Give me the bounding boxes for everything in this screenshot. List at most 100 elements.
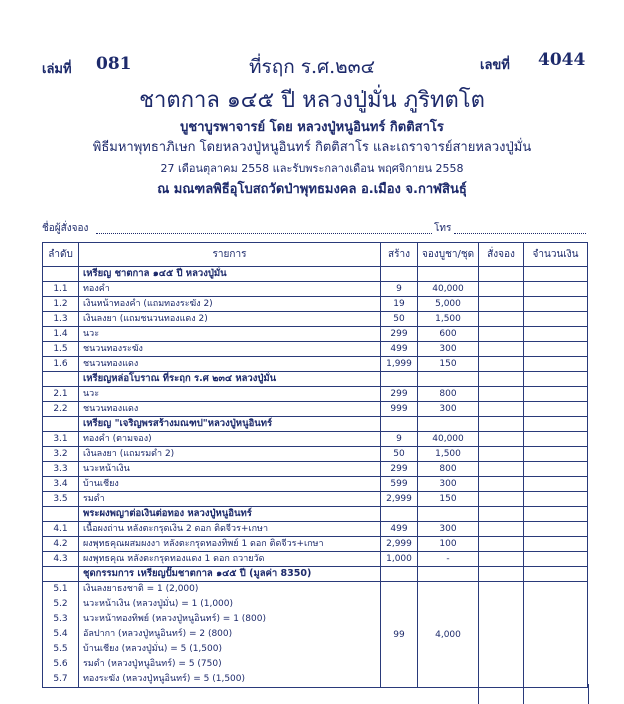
title-line-2: ชาตกาล ๑๔๕ ปี หลวงปู่มั่น ภูริทตโต	[139, 88, 485, 113]
amount-cell[interactable]	[523, 311, 588, 327]
order-quantity-cell[interactable]	[478, 521, 524, 537]
row-price: 1,500	[417, 311, 479, 327]
table-row: 1.6 ชนวนทองแดง 1,999 150	[42, 356, 588, 372]
row-price: 800	[417, 386, 479, 402]
amount-cell[interactable]	[523, 416, 588, 432]
set-price: 4,000	[417, 581, 479, 688]
section-title: เหรียญ "เจริญพรสร้างมณฑป"หลวงปู่หนูอินทร…	[78, 416, 381, 432]
table-row: 4.1 เนื้อผงถ่าน หลังตะกรุดเงิน 2 ดอก ติดจ…	[42, 521, 588, 537]
set-item-numbers: 5.1 5.2 5.3 5.4 5.5 5.6 5.7	[42, 581, 79, 688]
table-row: 3.3 นวะหน้าเงิน 299 800	[42, 461, 588, 477]
title-line-1: ที่รฤก ร.ศ.๒๓๔	[248, 56, 375, 78]
order-quantity-cell[interactable]	[478, 461, 524, 477]
row-made: 1,999	[380, 356, 418, 372]
section-title: ชุดกรรมการ เหรียญปั๊มชาตกาล ๑๔๕ ปี (มูลค…	[78, 566, 381, 582]
amount-cell[interactable]	[523, 401, 588, 417]
table-row: 1.2 เงินหน้าทองคำ (แถมทองระฆัง 2) 19 5,000	[42, 296, 588, 312]
col-header-made: สร้าง	[380, 242, 418, 267]
set-item-no: 5.2	[53, 599, 68, 609]
table-row: 4.3 ผงพุทธคุณ หลังตะกรุดทองแดง 1 ดอก ถวาย…	[42, 551, 588, 567]
amount-cell[interactable]	[523, 296, 588, 312]
amount-cell[interactable]	[523, 521, 588, 537]
order-quantity-cell[interactable]	[478, 536, 524, 552]
amount-cell[interactable]	[523, 536, 588, 552]
table-header-row: ลำดับ รายการ สร้าง จองบูชา/ชุด สั่งจอง จ…	[42, 242, 588, 267]
order-quantity-cell[interactable]	[478, 341, 524, 357]
table-row: 3.4 บ้านเชียง 599 300	[42, 476, 588, 492]
row-no: 2.2	[42, 401, 79, 417]
phone-field[interactable]	[454, 233, 586, 234]
row-made: 299	[380, 326, 418, 342]
amount-cell[interactable]	[523, 326, 588, 342]
row-no: 4.1	[42, 521, 79, 537]
order-quantity-cell[interactable]	[478, 356, 524, 372]
amount-cell[interactable]	[523, 446, 588, 462]
amount-cell[interactable]	[523, 461, 588, 477]
amount-cell[interactable]	[523, 551, 588, 567]
row-price: 40,000	[417, 431, 479, 447]
section-no	[42, 566, 79, 582]
amount-cell[interactable]	[523, 476, 588, 492]
section-made	[380, 416, 418, 432]
amount-cell[interactable]	[523, 341, 588, 357]
order-cell[interactable]	[478, 506, 524, 522]
amount-cell[interactable]	[523, 491, 588, 507]
table-row: 2.2 ชนวนทองแดง 999 300	[42, 401, 588, 417]
section-no	[42, 266, 79, 282]
set-item-label: ทองระฆัง (หลวงปู่หนูอินทร์) = 5 (1,500)	[83, 674, 246, 684]
row-no: 1.6	[42, 356, 79, 372]
order-quantity-cell[interactable]	[478, 431, 524, 447]
row-item: ชนวนทองแดง	[78, 356, 381, 372]
amount-cell[interactable]	[523, 581, 588, 688]
amount-cell[interactable]	[523, 386, 588, 402]
row-price: 300	[417, 401, 479, 417]
row-made: 19	[380, 296, 418, 312]
order-cell[interactable]	[478, 266, 524, 282]
orderer-name-field[interactable]	[96, 233, 432, 234]
row-item: เงินลงยา (แถมชนวนทองแดง 2)	[78, 311, 381, 327]
order-quantity-cell[interactable]	[478, 476, 524, 492]
order-cell[interactable]	[478, 566, 524, 582]
order-quantity-cell[interactable]	[478, 551, 524, 567]
table-row: 2.1 นวะ 299 800	[42, 386, 588, 402]
order-quantity-cell[interactable]	[478, 446, 524, 462]
set-item-list: เงินลงยาธงชาติ = 1 (2,000) นวะหน้าเงิน (ห…	[78, 581, 381, 688]
row-item: ผงพุทธคุณผสมผงงา หลังตะกรุดทองทิพย์ 1 ดอ…	[78, 536, 381, 552]
order-quantity-cell[interactable]	[478, 281, 524, 297]
row-item: ทองคำ	[78, 281, 381, 297]
order-cell[interactable]	[478, 371, 524, 387]
row-item: เนื้อผงถ่าน หลังตะกรุดเงิน 2 ดอก ติดจีวร…	[78, 521, 381, 537]
order-quantity-cell[interactable]	[478, 401, 524, 417]
order-cell[interactable]	[478, 416, 524, 432]
row-item: ชนวนทองระฆัง	[78, 341, 381, 357]
order-quantity-cell[interactable]	[478, 296, 524, 312]
row-made: 2,999	[380, 491, 418, 507]
row-made: 499	[380, 341, 418, 357]
row-item: เงินหน้าทองคำ (แถมทองระฆัง 2)	[78, 296, 381, 312]
section-row: เหรียญหล่อโบราณ ที่ระฤก ร.ศ ๒๓๔ หลวงปู่ม…	[42, 371, 588, 387]
set-item-label: บ้านเชียง (หลวงปู่มั่น) = 5 (1,500)	[83, 644, 222, 654]
set-item-no: 5.1	[53, 584, 68, 594]
table-row: 1.1 ทองคำ 9 40,000	[42, 281, 588, 297]
section-title: เหรียญ ชาตกาล ๑๔๕ ปี หลวงปู่มั่น	[78, 266, 381, 282]
row-price: -	[417, 551, 479, 567]
row-no: 3.2	[42, 446, 79, 462]
row-made: 999	[380, 401, 418, 417]
order-quantity-cell[interactable]	[478, 491, 524, 507]
amount-cell[interactable]	[523, 371, 588, 387]
row-price: 300	[417, 476, 479, 492]
order-quantity-cell[interactable]	[478, 311, 524, 327]
amount-cell[interactable]	[523, 356, 588, 372]
row-price: 300	[417, 341, 479, 357]
amount-cell[interactable]	[523, 506, 588, 522]
amount-cell[interactable]	[523, 281, 588, 297]
order-quantity-cell[interactable]	[478, 386, 524, 402]
amount-cell[interactable]	[523, 266, 588, 282]
order-quantity-cell[interactable]	[478, 326, 524, 342]
amount-cell[interactable]	[523, 566, 588, 582]
row-no: 4.2	[42, 536, 79, 552]
col-header-amount: จำนวนเงิน	[523, 242, 588, 267]
section-price	[417, 506, 479, 522]
order-quantity-cell[interactable]	[478, 581, 524, 688]
amount-cell[interactable]	[523, 431, 588, 447]
